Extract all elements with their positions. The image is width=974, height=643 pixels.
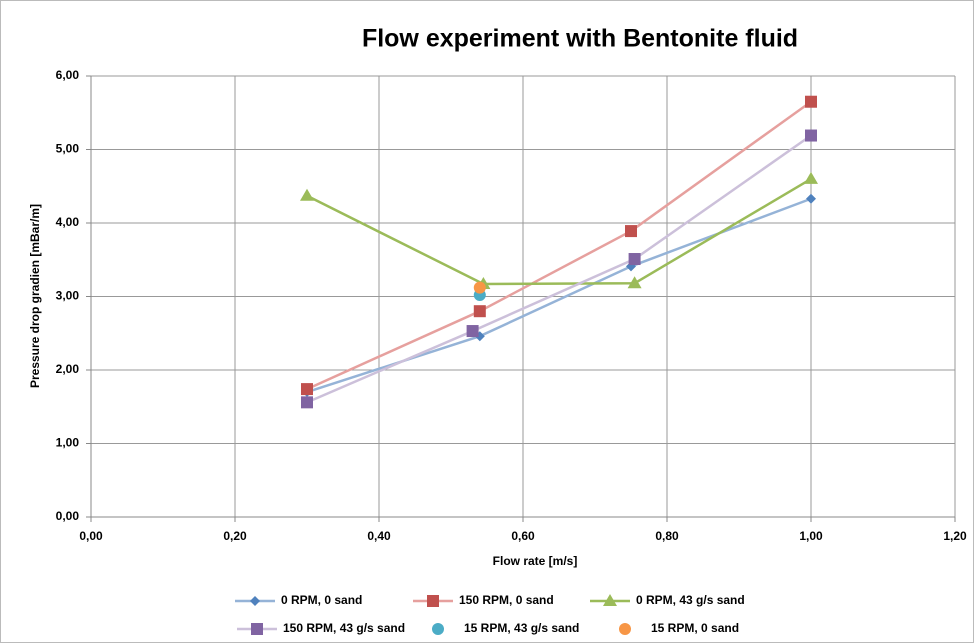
legend-marker	[432, 623, 444, 635]
marker	[300, 188, 314, 201]
x-tick-label: 0,60	[511, 529, 535, 543]
marker	[473, 281, 486, 294]
legend-label: 15 RPM, 0 sand	[651, 621, 739, 635]
x-tick-label: 0,00	[79, 529, 103, 543]
legend-marker	[603, 594, 617, 606]
marker	[805, 129, 817, 142]
marker	[804, 171, 818, 184]
marker	[628, 253, 641, 266]
series-line	[306, 134, 812, 404]
x-axis-label: Flow rate [m/s]	[493, 554, 578, 568]
marker	[301, 383, 313, 396]
y-axis-label: Pressure drop gradien [mBar/m]	[28, 204, 42, 388]
chart-title: Flow experiment with Bentonite fluid	[362, 25, 798, 53]
legend-label: 0 RPM, 0 sand	[281, 593, 362, 607]
y-tick-label: 2,00	[56, 362, 80, 376]
series-line	[306, 100, 812, 391]
marker	[625, 225, 637, 238]
marker	[473, 305, 486, 318]
y-tick-label: 5,00	[56, 142, 80, 156]
legend-label: 0 RPM, 43 g/s sand	[636, 593, 745, 607]
x-tick-label: 1,20	[943, 529, 967, 543]
marker	[805, 95, 817, 108]
y-tick-label: 6,00	[56, 68, 80, 82]
y-tick-label: 4,00	[56, 215, 80, 229]
x-tick-label: 0,40	[367, 529, 391, 543]
marker	[301, 396, 313, 409]
legend-marker	[251, 623, 263, 635]
legend-marker	[427, 595, 439, 607]
y-tick-label: 3,00	[56, 289, 80, 303]
marker	[627, 276, 642, 289]
x-tick-label: 1,00	[799, 529, 823, 543]
legend-label: 15 RPM, 43 g/s sand	[464, 621, 579, 635]
legend-label: 150 RPM, 43 g/s sand	[283, 621, 405, 635]
y-tick-label: 1,00	[56, 436, 80, 450]
y-tick-label: 0,00	[56, 509, 80, 523]
legend-marker	[619, 623, 631, 635]
legend-marker	[250, 596, 260, 606]
x-tick-label: 0,80	[655, 529, 679, 543]
marker	[806, 193, 816, 204]
x-tick-label: 0,20	[223, 529, 247, 543]
series-line	[306, 177, 812, 286]
legend-label: 150 RPM, 0 sand	[459, 593, 554, 607]
marker	[466, 325, 479, 338]
